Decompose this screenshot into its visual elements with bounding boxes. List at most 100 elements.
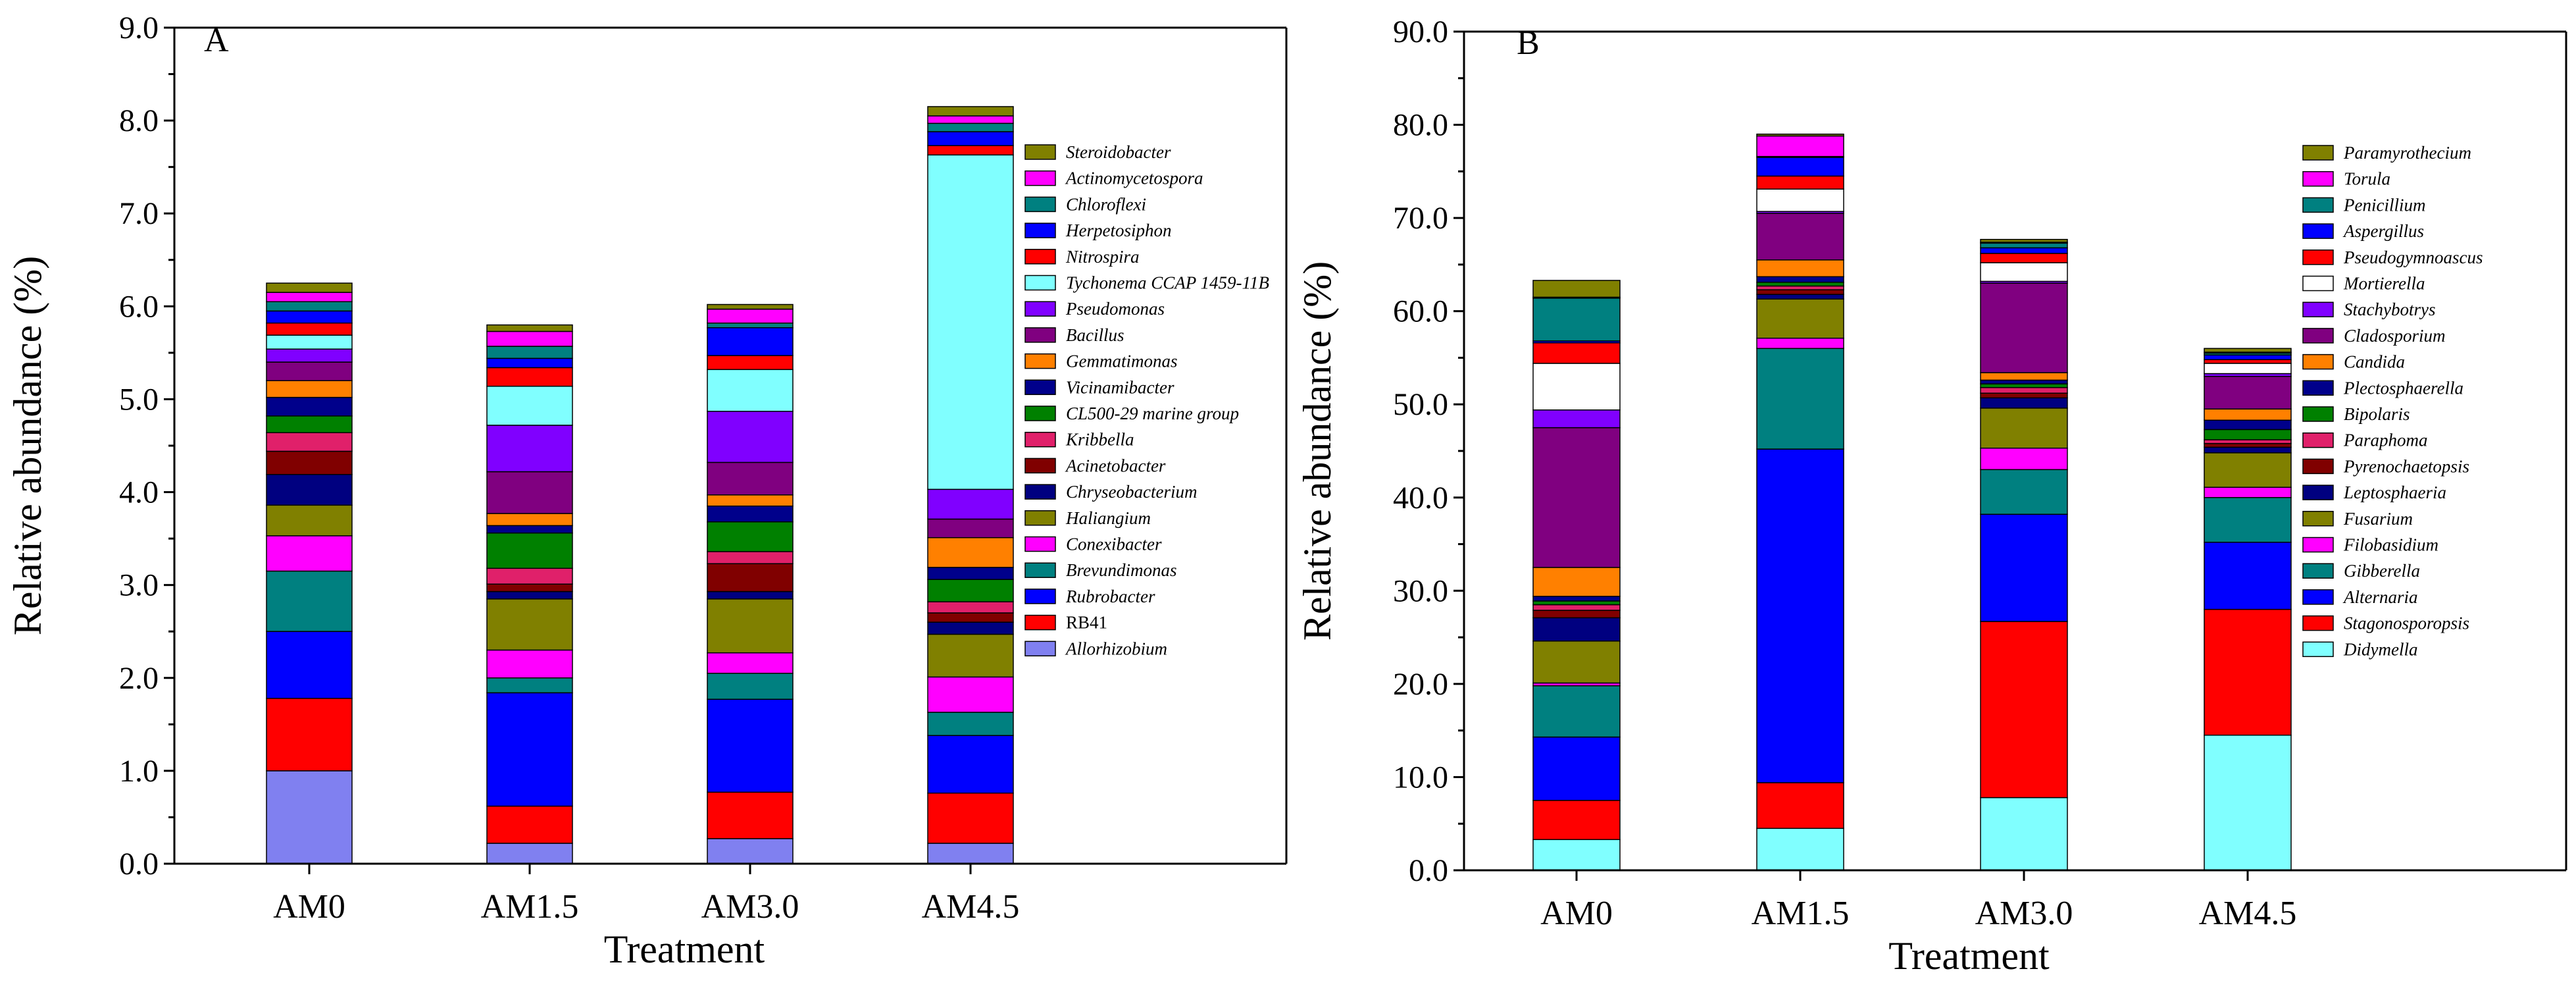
legend-swatch-nitrospira [1024, 249, 1056, 265]
bar-segment-chloroflexi [707, 322, 794, 328]
chart-panel-a: 0.0 1.0 2.0 3.0 4.0 5.0 6.0 7.0 8.0 9.0 AM0 AM1.5 AM… [6, 11, 1288, 971]
x-axis-title: Treatment [1888, 934, 2050, 978]
bar-segment-penicillium [1532, 298, 1621, 342]
legend-swatch-aspergillus [2302, 223, 2334, 239]
bar-segment-herpetosiphon [266, 310, 353, 324]
bar-segment-paramyrothecium [1980, 238, 2068, 243]
bar-segment-stachybotrys [1532, 409, 1621, 429]
bar-segment-rubrobacter [266, 631, 353, 699]
y-tick-label: 10.0 [1393, 760, 1448, 795]
bar-segment-steroidobacter [927, 106, 1014, 117]
legend-label-plectosphaerella: Plectosphaerella [2343, 378, 2463, 398]
legend-label-leptosphaeria: Leptosphaeria [2343, 483, 2446, 502]
bar-segment-vicinamibacter [486, 525, 573, 534]
bar-stack-am4-5 [927, 106, 1014, 864]
bar-segment-paraphoma [1756, 285, 1844, 290]
legend-label-candida: Candida [2344, 352, 2405, 372]
bar-segment-leptosphaeria [1756, 294, 1844, 300]
bar-segment-candida [1980, 372, 2068, 381]
bar-segment-mortierella [1980, 262, 2068, 282]
legend-label-chryseobacterium: Chryseobacterium [1066, 482, 1197, 502]
bar-segment-plectosphaerella [1532, 596, 1621, 602]
bar-segment-mortierella [1756, 188, 1844, 212]
legend-swatch-fusarium [2302, 511, 2334, 527]
legend-swatch-paramyrothecium [2302, 145, 2334, 161]
bar-segment-bacillus [486, 471, 573, 514]
bar-segment-acinetobacter [266, 450, 353, 475]
bar-segment-gemmatimonas [927, 537, 1014, 568]
x-category-label: AM4.5 [2199, 895, 2297, 932]
legend-label-actinomycetospora: Actinomycetospora [1065, 169, 1203, 188]
legend-swatch-gibberella [2302, 563, 2334, 579]
panel-letter: A [204, 22, 229, 59]
legend-label-bipolaris: Bipolaris [2344, 404, 2410, 424]
legend-swatch-tychonema-ccap-1459-11b [1024, 275, 1056, 291]
legend-swatch-allorhizobium [1024, 641, 1056, 657]
bar-segment-conexibacter [707, 652, 794, 674]
bar-segment-nitrospira [486, 367, 573, 387]
y-tick-label: 30.0 [1393, 573, 1448, 608]
bar-segment-steroidobacter [266, 282, 353, 293]
bar-segment-paraphoma [1980, 386, 2068, 394]
bar-segment-aspergillus [2204, 354, 2292, 361]
y-tick-label: 8.0 [119, 103, 159, 138]
legend-label-pseudogymnoascus: Pseudogymnoascus [2343, 248, 2483, 267]
bar-segment-nitrospira [707, 355, 794, 371]
bar-segment-rubrobacter [927, 735, 1014, 794]
bar-segment-didymella [1756, 827, 1844, 871]
legend-swatch-filobasidium [2302, 537, 2334, 553]
y-tick-label: 70.0 [1393, 201, 1448, 236]
x-category-label: AM3.0 [1975, 895, 2073, 932]
legend-swatch-chloroflexi [1024, 196, 1056, 213]
bar-segment-tychonema-ccap-1459-11b [707, 369, 794, 412]
bar-segment-didymella [1532, 839, 1621, 871]
bar-segment-bacillus [266, 361, 353, 381]
legend-swatch-alternaria [2302, 589, 2334, 605]
bar-segment-pseudogymnoascus [2204, 359, 2292, 364]
y-tick-label: 50.0 [1393, 387, 1448, 422]
bar-segment-haliangium [486, 598, 573, 651]
legend-label-vicinamibacter: Vicinamibacter [1066, 377, 1174, 397]
bar-segment-alternaria [1756, 448, 1844, 783]
bar-segment-plectosphaerella [2204, 419, 2292, 431]
legend-label-didymella: Didymella [2343, 639, 2417, 659]
bar-segment-alternaria [2204, 541, 2292, 610]
bar-segment-vicinamibacter [266, 396, 353, 417]
legend-label-herpetosiphon: Herpetosiphon [1065, 221, 1171, 240]
bar-segment-herpetosiphon [707, 327, 794, 356]
bar-segment-cladosporium [1532, 427, 1621, 568]
bar-segment-cl500-29-marine-group [927, 579, 1014, 602]
y-tick-label: 1.0 [119, 754, 159, 789]
panel-letter: B [1517, 24, 1540, 62]
legend-swatch-conexibacter [1024, 536, 1056, 552]
bar-segment-cladosporium [1980, 282, 2068, 373]
y-tick-label: 0.0 [119, 847, 159, 881]
bar-segment-filobasidium [2204, 486, 2292, 498]
y-tick-label: 60.0 [1393, 294, 1448, 329]
bar-segment-conexibacter [266, 535, 353, 572]
bar-segment-brevundimonas [927, 712, 1014, 737]
bar-stack-am1-5 [486, 324, 573, 864]
legend-label-nitrospira: Nitrospira [1065, 247, 1140, 267]
bar-segment-brevundimonas [707, 672, 794, 700]
bar-segment-plectosphaerella [1980, 379, 2068, 384]
legend-label-tychonema-ccap-1459-11b: Tychonema CCAP 1459-11B [1066, 273, 1269, 293]
y-axis-title: Relative abundance (%) [6, 256, 49, 635]
legend: Paramyrothecium Torula Penicillium Aspergil… [2302, 143, 2483, 659]
bar-segment-actinomycetospora [927, 115, 1014, 124]
bar-segment-pseudomonas [707, 411, 794, 463]
legend-label-paramyrothecium: Paramyrothecium [2343, 143, 2471, 163]
bar-segment-gemmatimonas [486, 513, 573, 527]
bar-segment-actinomycetospora [266, 292, 353, 303]
bar-segment-brevundimonas [266, 570, 353, 632]
legend-swatch-pseudomonas [1024, 301, 1056, 317]
bar-segment-acinetobacter [927, 612, 1014, 623]
bar-segment-rubrobacter [707, 698, 794, 793]
legend-label-allorhizobium: Allorhizobium [1065, 639, 1167, 658]
legend-label-filobasidium: Filobasidium [2343, 535, 2438, 555]
bar-segment-fusarium [2204, 452, 2292, 488]
bar-segment-haliangium [927, 633, 1014, 678]
bar-segment-chryseobacterium [707, 591, 794, 600]
legend-swatch-mortierella [2302, 275, 2334, 292]
bar-segment-conexibacter [486, 649, 573, 679]
